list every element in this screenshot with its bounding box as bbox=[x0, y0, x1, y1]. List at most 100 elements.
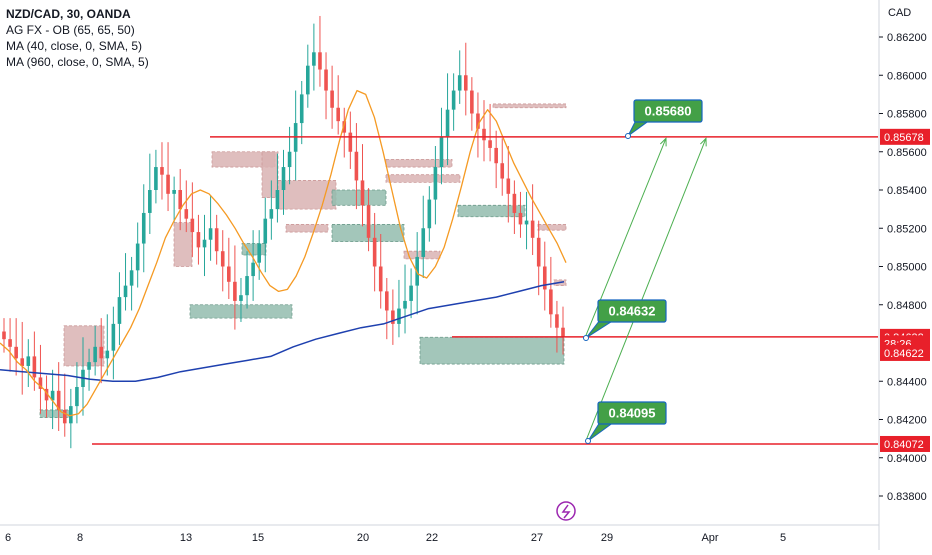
callout-anchor bbox=[625, 133, 631, 139]
callout-anchor bbox=[583, 335, 589, 341]
candle-body bbox=[457, 75, 462, 91]
callout-pointer bbox=[585, 319, 616, 339]
indicator-ma40[interactable]: MA (40, close, 0, SMA, 5) bbox=[6, 39, 143, 53]
order-block-bear bbox=[492, 103, 567, 109]
candle-body bbox=[530, 220, 535, 238]
candle-body bbox=[220, 251, 225, 267]
y-tick-label: 0.83800 bbox=[887, 491, 927, 503]
chart-legend: NZD/CAD, 30, OANDA AG FX - OB (65, 65, 5… bbox=[6, 6, 149, 70]
projection-arrow bbox=[585, 138, 707, 441]
candle-body bbox=[172, 190, 176, 194]
candle-body bbox=[69, 406, 73, 424]
callout-box bbox=[597, 299, 667, 323]
candle-body bbox=[306, 65, 310, 95]
callout-label: 0.85680 bbox=[645, 104, 692, 119]
candle-body bbox=[105, 350, 110, 359]
candle-body bbox=[439, 136, 444, 168]
projection-arrows bbox=[585, 137, 707, 441]
candle-body bbox=[123, 285, 128, 298]
misc bbox=[556, 501, 576, 521]
ma40-line bbox=[0, 89, 567, 417]
candle-body bbox=[312, 52, 316, 66]
symbol-title: NZD/CAD, 30, OANDA bbox=[6, 7, 131, 21]
order-block-bull bbox=[241, 243, 267, 256]
candle-body bbox=[62, 409, 67, 424]
event-icon bbox=[556, 501, 576, 521]
candle-body bbox=[245, 276, 249, 296]
currency-label: CAD bbox=[888, 7, 911, 19]
callout-label: 0.84632 bbox=[609, 304, 656, 319]
callout-anchor bbox=[585, 438, 591, 444]
candle-body bbox=[214, 228, 219, 252]
price-tag bbox=[880, 435, 930, 452]
candle-body bbox=[482, 128, 486, 141]
order-block-bear bbox=[537, 224, 567, 231]
candle-body bbox=[32, 356, 37, 378]
candle-body bbox=[20, 358, 25, 366]
candle-body bbox=[384, 291, 389, 311]
candle-body bbox=[324, 69, 328, 91]
ma960-line bbox=[0, 281, 565, 383]
candle-body bbox=[476, 113, 480, 129]
order-block-bear bbox=[63, 325, 105, 367]
x-tick-label: 20 bbox=[357, 532, 369, 544]
candle-body bbox=[38, 377, 43, 389]
candle-body bbox=[154, 167, 158, 190]
x-tick-label: 15 bbox=[252, 532, 264, 544]
level-callouts: 0.85680 0.84632 0.84095 bbox=[583, 99, 703, 444]
candle-body bbox=[190, 218, 195, 233]
candle-body bbox=[287, 151, 292, 168]
indicator-ma960[interactable]: MA (960, close, 0, SMA, 5) bbox=[6, 55, 149, 69]
candle-body bbox=[391, 310, 395, 324]
candle-body bbox=[536, 237, 541, 267]
candle-body bbox=[227, 266, 231, 282]
order-block-bear bbox=[385, 158, 453, 168]
candle-body bbox=[372, 237, 377, 267]
candle-body bbox=[524, 220, 529, 225]
level-lines bbox=[92, 136, 878, 445]
candle-body bbox=[542, 266, 547, 290]
y-tick-label: 0.85000 bbox=[887, 262, 927, 274]
candle-body bbox=[500, 163, 505, 179]
candle-body bbox=[208, 228, 213, 240]
price-tag bbox=[880, 344, 930, 361]
candle-body bbox=[257, 243, 261, 263]
price-tag-label: 0.84072 bbox=[884, 439, 924, 451]
lightning-icon bbox=[561, 504, 571, 519]
candle-body bbox=[251, 262, 255, 277]
candle-body bbox=[378, 266, 383, 292]
candle-body bbox=[202, 239, 207, 248]
candle-body bbox=[403, 300, 407, 309]
candles bbox=[2, 15, 565, 449]
indicator-ob[interactable]: AG FX - OB (65, 65, 50) bbox=[6, 23, 135, 37]
candle-body bbox=[518, 212, 523, 225]
candle-body bbox=[184, 209, 189, 219]
candle-body bbox=[470, 90, 474, 114]
candle-body bbox=[111, 323, 116, 351]
x-tick-label: 8 bbox=[77, 532, 83, 544]
candle-body bbox=[269, 209, 274, 219]
candle-body bbox=[14, 346, 18, 359]
candle-body bbox=[160, 167, 164, 175]
order-block-bear bbox=[261, 151, 279, 199]
price-tag bbox=[880, 128, 930, 145]
y-tick-label: 0.85600 bbox=[887, 147, 927, 159]
y-tick-label: 0.86000 bbox=[887, 70, 927, 82]
price-callout: 0.84632 bbox=[583, 299, 667, 341]
order-block-bear bbox=[385, 174, 461, 183]
price-tag-label: 0.85678 bbox=[884, 132, 924, 144]
price-callout: 0.85680 bbox=[625, 99, 703, 139]
time-axis: 6 8 13 15 20 22 27 29 Apr 5 bbox=[0, 524, 879, 544]
candle-body bbox=[409, 285, 413, 301]
x-tick-label: 27 bbox=[531, 532, 543, 544]
candle-body bbox=[56, 390, 61, 410]
candle-body bbox=[561, 327, 565, 338]
candle-body bbox=[366, 205, 371, 238]
ma960-series bbox=[0, 281, 565, 383]
candle-body bbox=[50, 390, 55, 401]
candle-body bbox=[99, 346, 104, 359]
x-tick-label: 13 bbox=[180, 532, 192, 544]
candle-body bbox=[463, 75, 468, 91]
